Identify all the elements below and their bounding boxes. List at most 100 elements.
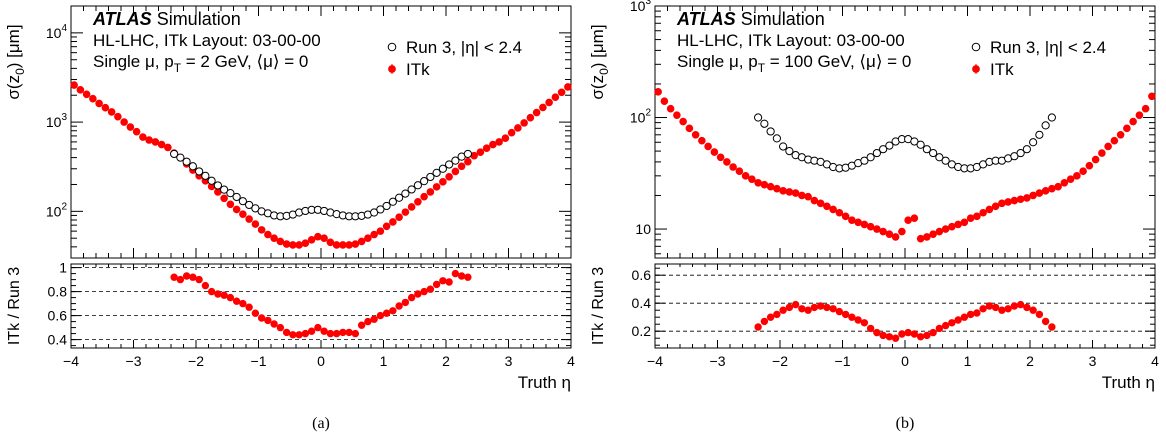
itk-data-point (520, 119, 528, 127)
itk-data-point (841, 212, 850, 221)
run3-data-point (935, 153, 944, 162)
ratio-data-point (854, 316, 862, 324)
y-axis-label: σ(z0) [μm] (4, 24, 27, 99)
itk-data-point (389, 218, 397, 226)
ratio-data-point (954, 316, 962, 324)
itk-data-point (741, 172, 750, 180)
ratio-data-point (935, 324, 944, 333)
ratio-data-point (395, 302, 403, 310)
ratio-data-point (791, 300, 800, 309)
itk-data-point (451, 167, 460, 176)
ratio-data-point (289, 331, 297, 339)
ratio-data-point (804, 306, 812, 314)
run3-data-point (182, 157, 191, 166)
itk-data-point (414, 197, 422, 206)
itk-data-point (660, 97, 669, 106)
itk-data-point (264, 230, 272, 239)
run3-data-point (413, 181, 422, 190)
legend-run3-marker (387, 42, 397, 52)
x-axis-label: Truth η (518, 373, 571, 392)
itk-data-point (1129, 117, 1137, 126)
itk-data-point (929, 230, 937, 238)
ratio-y-tick-label: 0.4 (48, 332, 68, 348)
y-tick-label: 103 (630, 0, 652, 14)
itk-data-point (948, 222, 956, 231)
x-tick-label: −3 (710, 353, 726, 369)
itk-data-point (464, 157, 472, 166)
itk-data-point (395, 213, 403, 221)
ratio-data-point (439, 277, 447, 285)
ratio-data-point (432, 280, 441, 289)
itk-data-point (245, 215, 253, 223)
sample-info-text: Single μ, pT = 2 GeV, ⟨μ⟩ = 0 (93, 52, 308, 75)
itk-data-point (489, 140, 497, 149)
run3-data-point (426, 172, 435, 182)
itk-data-point (351, 240, 360, 248)
itk-data-point (810, 196, 819, 205)
itk-data-point (526, 113, 535, 122)
itk-data-point (1123, 124, 1131, 133)
legend-run3-marker (971, 42, 981, 52)
ratio-data-point (916, 333, 925, 341)
x-axis-label: Truth η (1102, 373, 1155, 392)
itk-data-point (860, 220, 869, 229)
itk-data-point (791, 189, 800, 197)
itk-data-point (220, 194, 228, 203)
ratio-data-point (176, 275, 185, 284)
itk-data-point (1073, 172, 1081, 180)
itk-data-point (70, 81, 78, 89)
itk-data-point (866, 222, 875, 231)
ratio-data-point (357, 321, 366, 329)
itk-data-point (320, 234, 328, 243)
ratio-data-point (866, 324, 875, 333)
ratio-data-point (848, 313, 856, 321)
ratio-data-point (457, 272, 466, 280)
itk-data-point (891, 233, 900, 241)
itk-data-point (979, 208, 987, 217)
ratio-data-point (195, 275, 203, 284)
itk-data-point (873, 225, 881, 233)
itk-data-point (364, 234, 372, 243)
ratio-data-point (785, 303, 794, 312)
ratio-data-point (245, 303, 253, 311)
run3-data-point (207, 176, 216, 185)
ratio-data-point (251, 309, 260, 317)
ratio-data-point (941, 321, 950, 330)
ratio-data-point (823, 303, 831, 312)
ratio-data-point (829, 305, 837, 313)
itk-data-point (966, 214, 975, 223)
ratio-data-point (451, 269, 460, 278)
itk-data-point (1116, 130, 1125, 139)
itk-data-point (910, 214, 919, 223)
run3-data-point (407, 185, 416, 194)
itk-data-point (1041, 187, 1050, 195)
run3-data-point (922, 145, 931, 154)
run3-data-point (376, 205, 385, 214)
ratio-data-point (320, 327, 328, 335)
itk-data-point (1004, 198, 1012, 206)
run3-data-point (860, 156, 869, 165)
ratio-data-point (991, 303, 1000, 312)
itk-data-point (514, 124, 522, 132)
ratio-data-point (382, 309, 391, 317)
ratio-data-point (904, 328, 912, 337)
ratio-data-point (276, 323, 285, 332)
ratio-data-point (401, 298, 410, 307)
ratio-y-tick-label: 0.4 (632, 295, 652, 311)
ratio-data-point (339, 328, 347, 337)
ratio-data-point (966, 310, 975, 319)
ratio-data-point (295, 331, 303, 339)
itk-data-point (151, 138, 160, 146)
itk-data-point (426, 188, 435, 196)
ratio-data-point (389, 307, 397, 315)
itk-data-point (885, 230, 894, 238)
itk-data-point (270, 234, 278, 243)
itk-data-point (89, 94, 97, 103)
run3-data-point (766, 127, 775, 136)
x-tick-label: 1 (964, 353, 972, 369)
ratio-data-point (766, 313, 775, 321)
itk-data-point (973, 212, 981, 221)
legend-run3-label: Run 3, |η| < 2.4 (406, 38, 522, 57)
itk-data-point (539, 103, 547, 112)
